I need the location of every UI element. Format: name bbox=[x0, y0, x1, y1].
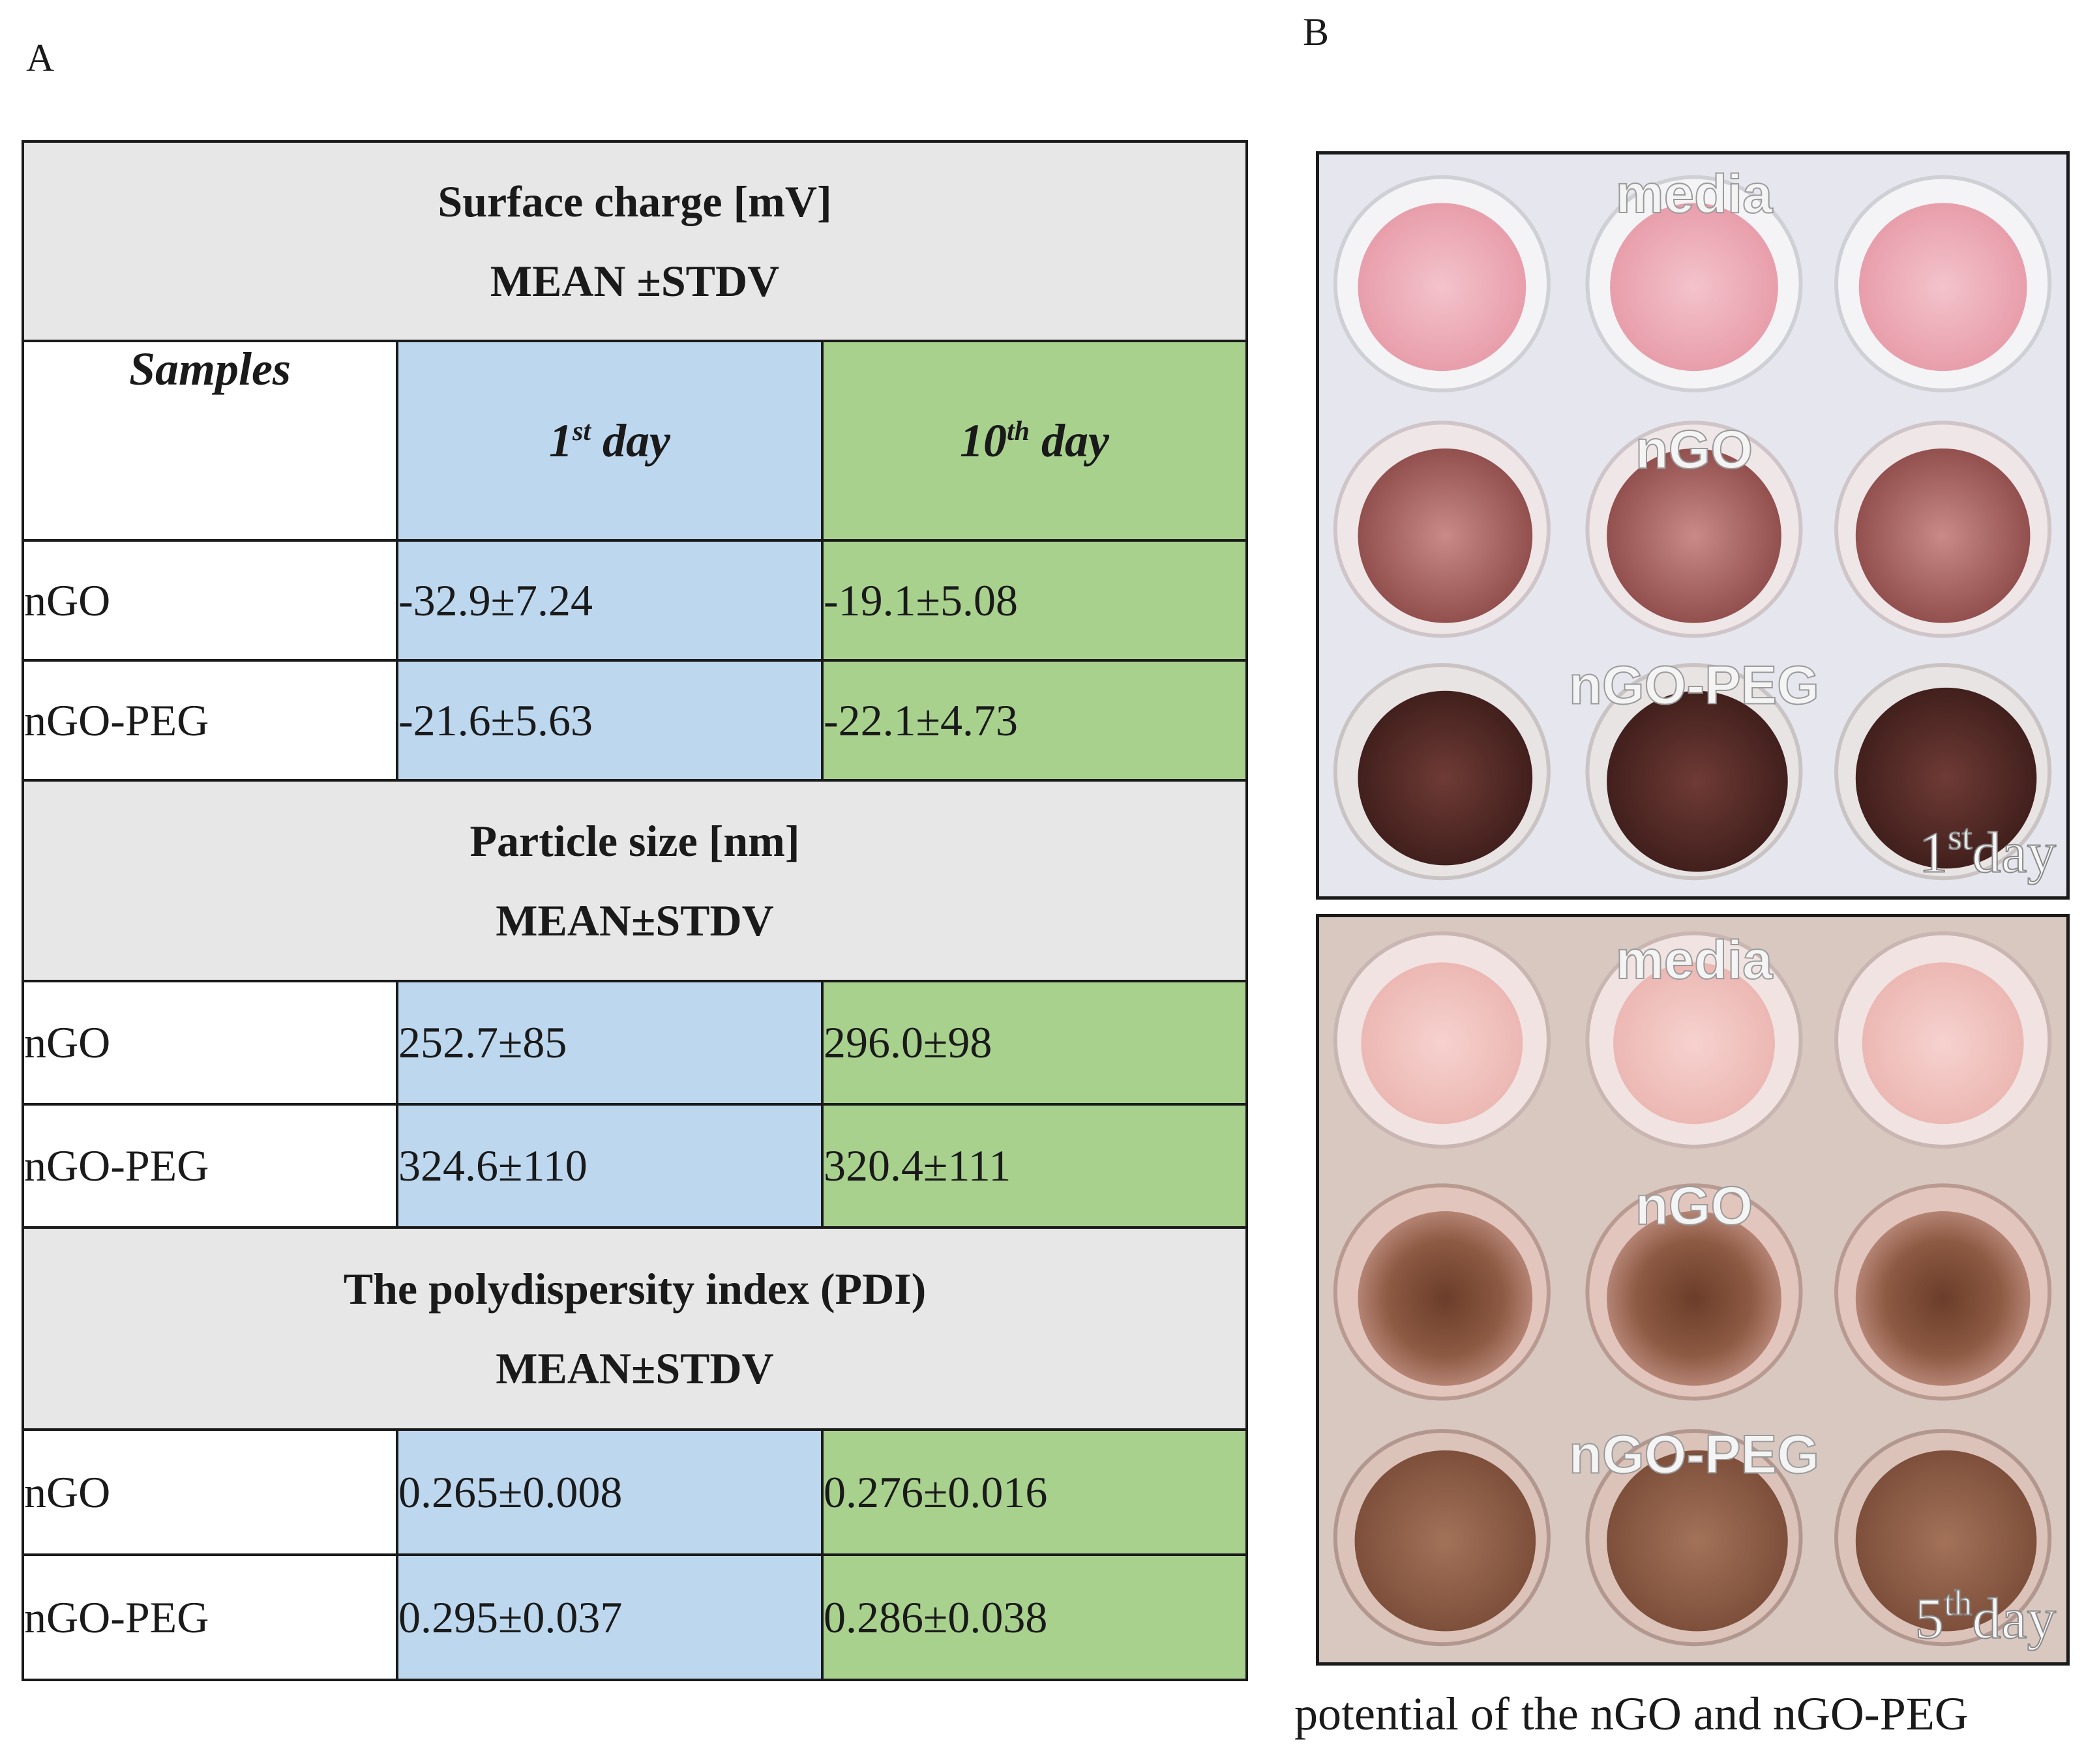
section-header-pdi: The polydispersity index (PDI) MEAN±STDV bbox=[21, 1226, 1249, 1431]
row-media-wells bbox=[1333, 175, 2052, 392]
day-label: 1stday bbox=[1919, 818, 2057, 885]
row-ngo-wells bbox=[1333, 1183, 2052, 1401]
results-table: Surface charge [mV] MEAN ±STDV Samples 1… bbox=[21, 140, 1249, 1681]
sample-name: nGO bbox=[22, 1428, 398, 1556]
sample-name: nGO-PEG bbox=[22, 1553, 398, 1681]
day1-value: -32.9±7.24 bbox=[396, 539, 824, 662]
day1-value: -21.6±5.63 bbox=[396, 659, 824, 782]
day10-value: 0.286±0.038 bbox=[820, 1553, 1249, 1681]
day10-value: 320.4±111 bbox=[820, 1103, 1249, 1229]
day1-value: 0.295±0.037 bbox=[396, 1553, 824, 1681]
day1-value: 0.265±0.008 bbox=[396, 1428, 824, 1556]
label-media: media bbox=[1616, 164, 1773, 224]
table-row: nGO-PEG 0.295±0.037 0.286±0.038 bbox=[22, 1553, 1249, 1681]
row-ngo-peg-wells bbox=[1333, 663, 2052, 881]
photo-caption: potential of the nGO and nGO-PEG bbox=[1294, 1688, 1969, 1740]
day10-value: 296.0±98 bbox=[820, 980, 1249, 1106]
label-ngo: nGO bbox=[1635, 1175, 1753, 1236]
table-row: nGO 252.7±85 296.0±98 bbox=[22, 980, 1249, 1106]
section-header-particle-size: Particle size [nm] MEAN±STDV bbox=[21, 779, 1249, 982]
section-header-surface-charge: Surface charge [mV] MEAN ±STDV bbox=[21, 140, 1249, 342]
day1-value: 252.7±85 bbox=[396, 980, 824, 1106]
section-subtitle: MEAN±STDV bbox=[496, 896, 774, 945]
section-title: Surface charge [mV] bbox=[438, 177, 832, 226]
sample-name: nGO-PEG bbox=[22, 1103, 398, 1229]
row-ngo-peg-wells bbox=[1333, 1429, 2052, 1647]
panel-label-b: B bbox=[1303, 10, 1330, 53]
panel-label-a: A bbox=[26, 37, 55, 80]
day-label: 5thday bbox=[1915, 1584, 2057, 1651]
section-title: Particle size [nm] bbox=[469, 816, 800, 866]
label-ngo-peg: nGO-PEG bbox=[1569, 655, 1819, 716]
table-row: nGO-PEG 324.6±110 320.4±111 bbox=[22, 1103, 1249, 1229]
sample-name: nGO-PEG bbox=[22, 659, 398, 782]
well-plate-illustration: media nGO nGO-PEG 5thday bbox=[1319, 917, 2066, 1662]
day1-value: 324.6±110 bbox=[396, 1103, 824, 1229]
table-row: nGO 0.265±0.008 0.276±0.016 bbox=[22, 1428, 1249, 1556]
sample-name: nGO bbox=[22, 980, 398, 1106]
section-title: The polydispersity index (PDI) bbox=[343, 1264, 927, 1314]
column-header-row: Samples 1st day 10th day bbox=[22, 340, 1249, 542]
label-ngo-peg: nGO-PEG bbox=[1569, 1424, 1819, 1485]
section-subtitle: MEAN±STDV bbox=[496, 1344, 774, 1393]
row-media-wells bbox=[1333, 931, 2052, 1149]
label-ngo: nGO bbox=[1635, 419, 1753, 480]
day10-header: 10th day bbox=[820, 340, 1249, 542]
day1-header: 1st day bbox=[396, 340, 824, 542]
table-row: nGO -32.9±7.24 -19.1±5.08 bbox=[22, 539, 1249, 662]
samples-header: Samples bbox=[22, 340, 398, 542]
well-plate-photo-day1: media nGO nGO-PEG 1stday bbox=[1316, 151, 2070, 900]
well-plate-illustration: media nGO nGO-PEG 1stday bbox=[1319, 154, 2066, 896]
label-media: media bbox=[1616, 930, 1773, 990]
row-ngo-wells bbox=[1333, 420, 2052, 638]
sample-name: nGO bbox=[22, 539, 398, 662]
table-row: nGO-PEG -21.6±5.63 -22.1±4.73 bbox=[22, 659, 1249, 782]
section-subtitle: MEAN ±STDV bbox=[490, 256, 780, 306]
well-plate-photo-day5: media nGO nGO-PEG 5thday bbox=[1316, 914, 2070, 1666]
day10-value: -22.1±4.73 bbox=[820, 659, 1249, 782]
day10-value: 0.276±0.016 bbox=[820, 1428, 1249, 1556]
day10-value: -19.1±5.08 bbox=[820, 539, 1249, 662]
